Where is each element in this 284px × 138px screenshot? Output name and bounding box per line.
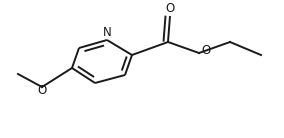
Text: O: O: [37, 84, 47, 98]
Text: O: O: [201, 43, 211, 56]
Text: N: N: [103, 26, 111, 39]
Text: O: O: [165, 2, 175, 15]
